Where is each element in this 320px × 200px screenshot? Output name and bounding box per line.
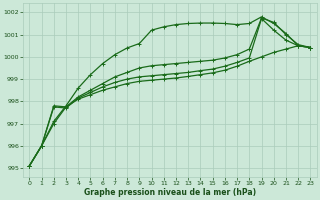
X-axis label: Graphe pression niveau de la mer (hPa): Graphe pression niveau de la mer (hPa) — [84, 188, 256, 197]
